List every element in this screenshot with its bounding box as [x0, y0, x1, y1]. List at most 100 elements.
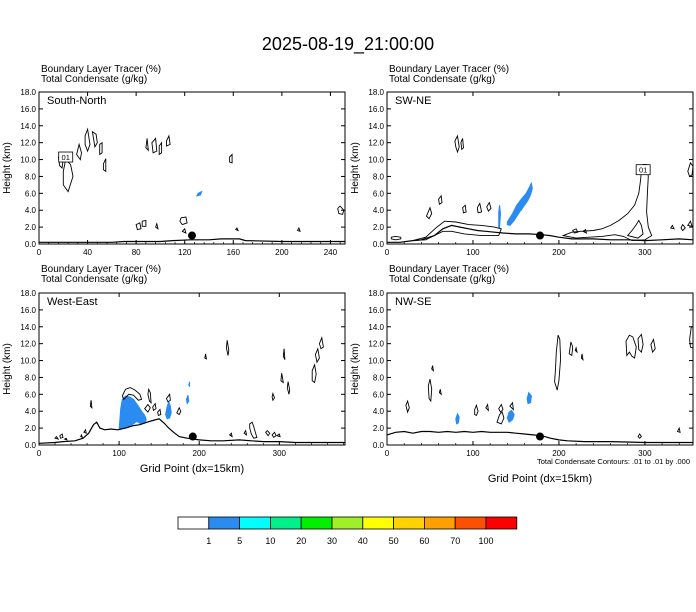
- y-tick-label: 18.0: [20, 88, 36, 97]
- x-tick-label: 200: [552, 449, 566, 458]
- colorbar-box: [269, 516, 302, 530]
- colorbar-label: 60: [419, 536, 429, 546]
- y-tick-label: 0.0: [25, 240, 37, 249]
- condensate-contour: [271, 391, 276, 402]
- condensate-contour: [554, 335, 562, 391]
- colorbar-label: 1: [206, 536, 211, 546]
- y-tick-label: 6.0: [373, 189, 385, 198]
- condensate-contour: [427, 378, 433, 403]
- y-tick-label: 18.0: [368, 289, 384, 298]
- tracer-area: [185, 395, 190, 405]
- condensate-contour: [204, 353, 207, 360]
- condensate-contour: [637, 433, 642, 439]
- colorbar-box: [331, 516, 364, 530]
- colorbar-label: 5: [237, 536, 242, 546]
- condensate-contour: [498, 403, 504, 413]
- condensate-contour: [431, 365, 435, 372]
- y-tick-label: 12.0: [20, 340, 36, 349]
- colorbar-box: [485, 516, 518, 530]
- x-tick-label: 40: [83, 248, 92, 257]
- section-name: SW-NE: [395, 95, 431, 107]
- y-axis-label: Height (km): [350, 142, 361, 194]
- figure-title: 2025-08-19_21:00:00: [262, 34, 434, 55]
- y-axis-label: Height (km): [2, 343, 13, 395]
- y-axis-label: Height (km): [2, 142, 13, 194]
- colorbar-box: [423, 516, 456, 530]
- colorbar: 1 5 10 20 30 40 50 60 70 100: [177, 516, 518, 546]
- condensate-contour: [99, 141, 103, 156]
- condensate-contour: [76, 142, 82, 161]
- condensate-contour: [460, 138, 464, 151]
- condensate-contour: [165, 393, 171, 403]
- condensate-contour: [225, 340, 230, 356]
- colorbar-box: [393, 516, 425, 530]
- y-tick-label: 6.0: [25, 189, 37, 198]
- condensate-contour: [157, 408, 162, 416]
- plot-frame: [38, 292, 346, 446]
- colorbar-label: 100: [478, 536, 493, 546]
- condensate-contour: [135, 222, 142, 231]
- colorbar-box: [454, 516, 487, 530]
- panel-title-line-1: Boundary Layer Tracer (%): [389, 264, 509, 275]
- section-name: West-East: [47, 296, 98, 308]
- y-tick-label: 0.0: [373, 441, 385, 450]
- colorbar-label: 20: [296, 536, 306, 546]
- y-tick-label: 16.0: [368, 306, 384, 315]
- y-tick-label: 12.0: [20, 139, 36, 148]
- colorbar-box: [362, 516, 394, 530]
- x-tick-label: 0: [37, 248, 42, 257]
- condensate-contour: [228, 432, 233, 438]
- x-tick-label: 300: [638, 449, 652, 458]
- contour-note: Total Condensate Contours: .01 to .01 by…: [537, 457, 690, 466]
- panel-south-north: Boundary Layer Tracer (%) Total Condensa…: [2, 64, 346, 257]
- condensate-contour: [311, 363, 317, 384]
- condensate-contour: [425, 206, 433, 220]
- terrain-line: [386, 430, 693, 444]
- x-tick-label: 240: [324, 248, 338, 257]
- y-tick-label: 10.0: [368, 357, 384, 366]
- x-tick-label: 200: [193, 449, 207, 458]
- tracer-area: [188, 381, 191, 387]
- contour-label: 01: [639, 166, 647, 175]
- condensate-contour: [462, 204, 467, 214]
- x-tick-label: 100: [466, 248, 480, 257]
- location-marker: [536, 231, 544, 240]
- condensate-contour: [84, 127, 91, 153]
- condensate-contour: [166, 134, 171, 147]
- tracer-area: [506, 181, 533, 226]
- colorbar-label: 70: [450, 536, 460, 546]
- y-tick-label: 8.0: [373, 373, 385, 382]
- y-tick-label: 16.0: [20, 306, 36, 315]
- condensate-contour: [314, 347, 320, 364]
- y-tick-label: 14.0: [368, 323, 384, 332]
- panel-title-line-1: Boundary Layer Tracer (%): [41, 264, 161, 275]
- condensate-contour: [243, 429, 248, 436]
- condensate-contour: [249, 421, 258, 439]
- y-tick-label: 2.0: [25, 424, 37, 433]
- y-axis-label: Height (km): [350, 343, 361, 395]
- x-tick-label: 80: [132, 248, 141, 257]
- tracer-area: [455, 412, 460, 425]
- x-tick-label: 300: [638, 248, 652, 257]
- x-tick-label: 100: [466, 449, 480, 458]
- panel-sw-ne: Boundary Layer Tracer (%) Total Condensa…: [350, 64, 694, 257]
- condensate-contour: [574, 346, 578, 354]
- condensate-contour: [676, 426, 681, 433]
- y-tick-label: 4.0: [373, 407, 385, 416]
- condensate-contour: [318, 336, 324, 350]
- y-tick-label: 2.0: [373, 223, 385, 232]
- condensate-contour: [687, 161, 694, 178]
- condensate-contour: [390, 235, 402, 241]
- condensate-contour: [474, 403, 479, 417]
- section-name: NW-SE: [395, 296, 431, 308]
- location-marker: [188, 231, 196, 240]
- x-tick-label: 200: [552, 248, 566, 257]
- panel-title-line-2: Total Condensate (g/kg): [389, 74, 495, 85]
- colorbar-box: [177, 516, 210, 530]
- condensate-contour: [271, 431, 277, 439]
- terrain-line: [39, 238, 345, 243]
- condensate-contour: [496, 411, 505, 425]
- condensate-contour: [158, 141, 163, 156]
- tracer-area: [506, 409, 515, 423]
- condensate-contour: [337, 205, 345, 215]
